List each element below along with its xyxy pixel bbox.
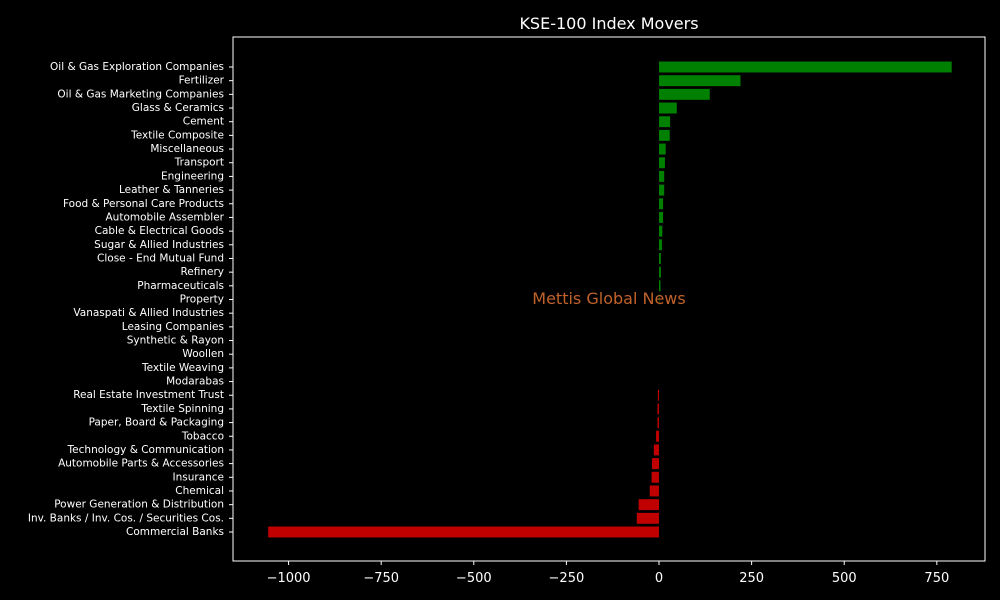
bar-oil-gas-marketing-companies (659, 88, 710, 100)
category-label-oil-gas-exploration-companies: Oil & Gas Exploration Companies (50, 61, 224, 73)
bar-cement (659, 116, 671, 128)
category-label-oil-gas-marketing-companies: Oil & Gas Marketing Companies (57, 88, 224, 100)
bar-food-personal-care-products (659, 198, 664, 210)
x-tick-layer: −1000 −750 −500 −250 0 250 500 750 (267, 561, 949, 586)
category-label-miscellaneous: Miscellaneous (150, 143, 224, 155)
x-tick-label: −500 (456, 571, 492, 586)
category-label-pharmaceuticals: Pharmaceuticals (137, 280, 224, 292)
category-label-real-estate-investment-trust: Real Estate Investment Trust (73, 389, 224, 401)
category-label-power-generation-distribution: Power Generation & Distribution (54, 499, 224, 511)
category-label-textile-spinning: Textile Spinning (140, 403, 224, 415)
category-label-inv-banks-inv-cos-securities-cos: Inv. Banks / Inv. Cos. / Securities Cos. (28, 512, 224, 524)
category-label-refinery: Refinery (180, 266, 224, 278)
bar-leather-tanneries (659, 184, 665, 196)
category-label-close-end-mutual-fund: Close - End Mutual Fund (97, 252, 224, 264)
category-label-modarabas: Modarabas (166, 376, 224, 388)
bar-inv-banks-inv-cos-securities-cos (636, 512, 660, 524)
category-label-engineering: Engineering (161, 170, 224, 182)
category-label-automobile-assembler: Automobile Assembler (106, 211, 225, 223)
bar-pharmaceuticals (659, 280, 661, 292)
category-label-cable-electrical-goods: Cable & Electrical Goods (95, 225, 224, 237)
x-tick-label: 250 (739, 571, 764, 586)
category-label-paper-board-packaging: Paper, Board & Packaging (89, 417, 224, 429)
category-label-textile-weaving: Textile Weaving (141, 362, 224, 374)
x-tick-label: 750 (924, 571, 949, 586)
category-label-chemical: Chemical (175, 485, 224, 497)
category-label-layer: Oil & Gas Exploration Companies Fertilize… (28, 61, 233, 538)
bar-transport (659, 157, 665, 169)
category-label-cement: Cement (183, 116, 224, 128)
bar-layer (268, 61, 952, 538)
category-label-food-personal-care-products: Food & Personal Care Products (63, 198, 224, 210)
bar-power-generation-distribution (638, 499, 660, 511)
x-tick-label: 0 (655, 571, 663, 586)
bar-chemical (649, 485, 660, 497)
watermark-text: Mettis Global News (532, 289, 685, 308)
bar-engineering (659, 170, 665, 182)
category-label-fertilizer: Fertilizer (179, 75, 225, 87)
x-tick-label: −250 (549, 571, 585, 586)
bar-commercial-banks (268, 526, 660, 538)
bar-automobile-parts-accessories (651, 458, 660, 470)
bar-textile-spinning (657, 403, 660, 415)
category-label-synthetic-rayon: Synthetic & Rayon (127, 335, 224, 347)
chart-title: KSE-100 Index Movers (519, 14, 698, 33)
category-label-commercial-banks: Commercial Banks (126, 526, 224, 538)
bar-oil-gas-exploration-companies (659, 61, 952, 73)
bar-cable-electrical-goods (659, 225, 663, 237)
category-label-property: Property (180, 294, 224, 306)
category-label-tobacco: Tobacco (181, 430, 224, 442)
bar-refinery (659, 266, 661, 278)
bar-close-end-mutual-fund (659, 253, 661, 264)
category-label-insurance: Insurance (172, 471, 224, 483)
bar-insurance (651, 471, 660, 483)
bar-fertilizer (659, 75, 741, 87)
bar-technology-communication (653, 444, 660, 456)
category-label-woollen: Woollen (182, 348, 224, 360)
bar-sugar-allied-industries (659, 239, 662, 251)
bar-automobile-assembler (659, 211, 664, 223)
category-label-vanaspati-allied-industries: Vanaspati & Allied Industries (73, 307, 224, 319)
bar-textile-composite (659, 129, 670, 141)
category-label-sugar-allied-industries: Sugar & Allied Industries (94, 239, 224, 251)
x-tick-label: −1000 (267, 571, 311, 586)
category-label-leather-tanneries: Leather & Tanneries (119, 184, 224, 196)
bar-real-estate-investment-trust (657, 389, 660, 401)
category-label-leasing-companies: Leasing Companies (122, 321, 224, 333)
x-tick-label: −750 (363, 571, 399, 586)
category-label-technology-communication: Technology & Communication (67, 444, 224, 456)
bar-glass-ceramics (659, 102, 677, 114)
plot-frame (232, 36, 986, 562)
category-label-automobile-parts-accessories: Automobile Parts & Accessories (58, 458, 224, 470)
x-tick-label: 500 (832, 571, 857, 586)
bar-tobacco (656, 430, 660, 442)
category-label-transport: Transport (174, 157, 224, 169)
bar-paper-board-packaging (657, 417, 660, 429)
category-label-textile-composite: Textile Composite (130, 129, 224, 141)
category-label-glass-ceramics: Glass & Ceramics (132, 102, 224, 114)
bar-miscellaneous (659, 143, 666, 155)
